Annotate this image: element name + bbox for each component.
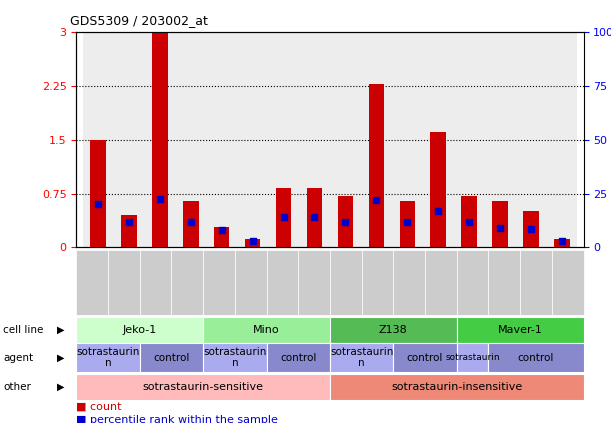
- Text: GDS5309 / 203002_at: GDS5309 / 203002_at: [70, 14, 208, 27]
- Point: [464, 218, 474, 225]
- Text: control: control: [280, 353, 316, 363]
- Text: control: control: [407, 353, 443, 363]
- Bar: [268, 32, 299, 247]
- Bar: [175, 32, 207, 247]
- Bar: [237, 32, 268, 247]
- Bar: [392, 32, 423, 247]
- Bar: [90, 140, 106, 247]
- Bar: [492, 201, 508, 247]
- Bar: [485, 32, 516, 247]
- Point: [495, 225, 505, 231]
- Bar: [338, 196, 353, 247]
- Text: control: control: [153, 353, 189, 363]
- Bar: [121, 215, 137, 247]
- Bar: [245, 239, 260, 247]
- Bar: [207, 32, 237, 247]
- Point: [403, 218, 412, 225]
- Bar: [144, 32, 175, 247]
- Point: [340, 218, 350, 225]
- Bar: [276, 189, 291, 247]
- Bar: [400, 201, 415, 247]
- Text: Jeko-1: Jeko-1: [123, 325, 157, 335]
- Text: ■ percentile rank within the sample: ■ percentile rank within the sample: [76, 415, 278, 423]
- Bar: [453, 32, 485, 247]
- Bar: [368, 83, 384, 247]
- Text: sotrastaurin-sensitive: sotrastaurin-sensitive: [142, 382, 264, 392]
- Bar: [430, 132, 446, 247]
- Text: ▶: ▶: [57, 382, 65, 392]
- Bar: [152, 32, 167, 247]
- Text: Z138: Z138: [379, 325, 408, 335]
- Text: Maver-1: Maver-1: [498, 325, 543, 335]
- Text: sotrastaurin-insensitive: sotrastaurin-insensitive: [391, 382, 522, 392]
- Point: [279, 214, 288, 221]
- Bar: [299, 32, 330, 247]
- Text: sotrastaurin
n: sotrastaurin n: [76, 347, 140, 368]
- Point: [310, 214, 320, 221]
- Bar: [554, 239, 569, 247]
- Bar: [461, 196, 477, 247]
- Text: Mino: Mino: [253, 325, 280, 335]
- Bar: [183, 201, 199, 247]
- Point: [124, 218, 134, 225]
- Text: sotrastaurin
n: sotrastaurin n: [203, 347, 266, 368]
- Text: other: other: [3, 382, 31, 392]
- Bar: [82, 32, 114, 247]
- Text: agent: agent: [3, 353, 33, 363]
- Bar: [361, 32, 392, 247]
- Point: [526, 226, 536, 233]
- Point: [371, 197, 381, 203]
- Bar: [523, 212, 539, 247]
- Bar: [546, 32, 577, 247]
- Text: ▶: ▶: [57, 325, 65, 335]
- Text: sotrastaurin
n: sotrastaurin n: [330, 347, 393, 368]
- Bar: [307, 189, 322, 247]
- Point: [93, 201, 103, 208]
- Bar: [516, 32, 546, 247]
- Text: control: control: [518, 353, 554, 363]
- Text: ▶: ▶: [57, 353, 65, 363]
- Text: cell line: cell line: [3, 325, 43, 335]
- Point: [557, 238, 567, 244]
- Point: [186, 218, 196, 225]
- Bar: [330, 32, 361, 247]
- Point: [433, 207, 443, 214]
- Point: [247, 238, 257, 244]
- Bar: [423, 32, 453, 247]
- Point: [217, 227, 227, 233]
- Bar: [114, 32, 144, 247]
- Bar: [214, 227, 230, 247]
- Text: sotrastaurin: sotrastaurin: [445, 353, 500, 363]
- Text: ■ count: ■ count: [76, 402, 122, 412]
- Point: [155, 195, 165, 202]
